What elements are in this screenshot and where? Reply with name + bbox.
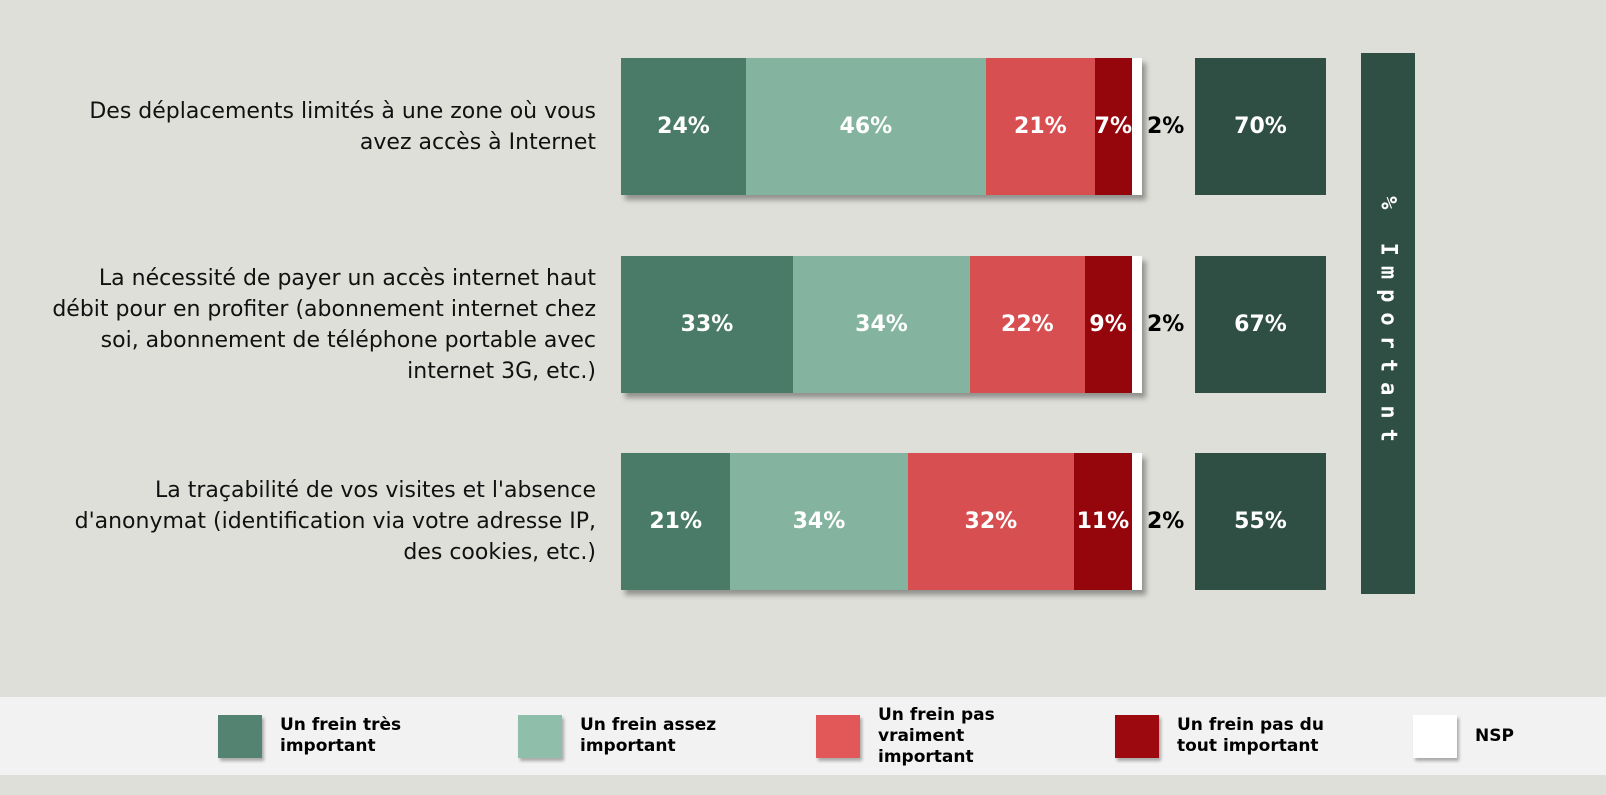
legend-label: Un frein pas du tout important: [1177, 715, 1324, 756]
legend-item: NSP: [1413, 697, 1606, 775]
nsp-data-label: 2%: [1147, 312, 1185, 337]
bar-segment: 33%: [621, 256, 793, 393]
bar-segment: 22%: [970, 256, 1085, 393]
bar-segment: 9%: [1084, 256, 1132, 393]
important-total-header-label: % Important: [1375, 195, 1401, 452]
bar-segment: 34%: [792, 256, 971, 393]
category-label: Des déplacements limités à une zone où v…: [89, 98, 596, 155]
legend: Un frein très important Un frein assez im…: [0, 697, 1606, 775]
bar-segment: 11%: [1074, 453, 1132, 590]
bar-segment: 21%: [621, 453, 731, 590]
legend-swatch: [1413, 714, 1457, 758]
stacked-bar: 24% 46% 21% 7%: [621, 58, 1142, 195]
nsp-data-label: 2%: [1147, 509, 1185, 534]
stacked-bar: 21% 34% 32% 11%: [621, 453, 1142, 590]
legend-item: Un frein très important: [218, 697, 450, 775]
category-label: La traçabilité de vos visites et l'absen…: [74, 478, 596, 565]
nsp-data-label: 2%: [1147, 114, 1185, 139]
bar-segment: 24%: [621, 58, 747, 195]
legend-swatch: [816, 714, 860, 758]
legend-label: NSP: [1475, 725, 1514, 746]
important-total: 55%: [1195, 453, 1326, 590]
bar-segment: [1131, 453, 1142, 590]
legend-label: Un frein pas vraiment important: [878, 704, 995, 767]
important-total: 67%: [1195, 256, 1326, 393]
bar-segment: [1131, 58, 1142, 195]
legend-label: Un frein assez important: [580, 715, 717, 756]
stacked-bar: 33% 34% 22% 9%: [621, 256, 1142, 393]
legend-swatch: [518, 714, 562, 758]
bar-segment: 34%: [730, 453, 908, 590]
legend-swatch: [218, 714, 262, 758]
legend-item: Un frein pas du tout important: [1115, 697, 1347, 775]
important-total-header: % Important: [1361, 53, 1415, 594]
important-total: 70%: [1195, 58, 1326, 195]
bar-segment: 32%: [907, 453, 1075, 590]
legend-label: Un frein très important: [280, 715, 402, 756]
legend-swatch: [1115, 714, 1159, 758]
bar-segment: 7%: [1095, 58, 1132, 195]
bar-segment: [1131, 256, 1142, 393]
bar-segment: 46%: [746, 58, 986, 195]
bar-segment: 21%: [985, 58, 1096, 195]
category-label: La nécessité de payer un accès internet …: [52, 265, 596, 384]
legend-item: Un frein pas vraiment important: [816, 697, 1008, 775]
legend-item: Un frein assez important: [518, 697, 750, 775]
